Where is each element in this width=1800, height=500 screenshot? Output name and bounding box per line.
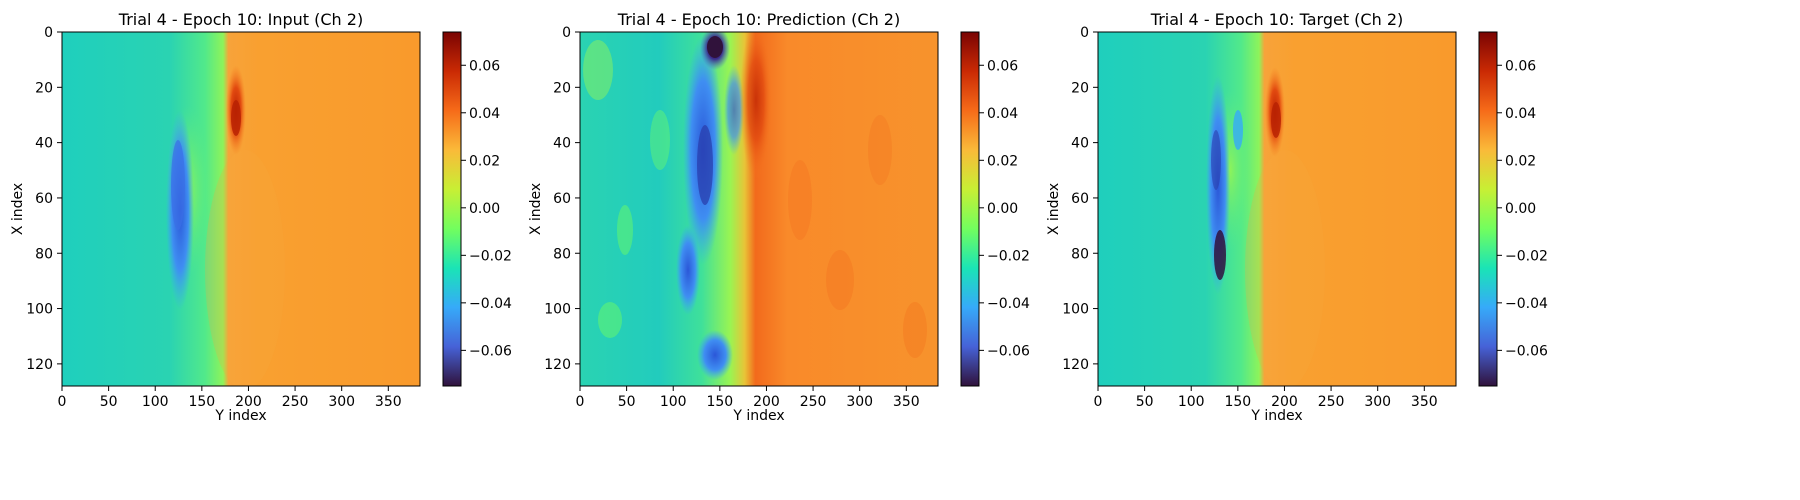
colorbar-ticks-target: 0.06 0.04 0.02 0.00 −0.02 −0.04 −0.06 (1497, 58, 1548, 359)
y-tick-label: 20 (35, 80, 53, 96)
y-axis-label-target: X index (1046, 183, 1062, 235)
y-tick-label: 0 (562, 25, 571, 41)
colorbar-tick-label: −0.04 (987, 296, 1030, 312)
colorbar-tick-label: −0.06 (469, 343, 512, 359)
colorbar-target (1478, 31, 1498, 387)
y-tick-label: 120 (544, 357, 571, 373)
x-tick-label: 200 (1271, 394, 1298, 410)
x-axis-label-prediction: Y index (732, 408, 784, 424)
colorbar-tick-label: 0.06 (469, 58, 500, 74)
y-axis-prediction: 0 20 40 60 80 100 120 (544, 25, 580, 373)
x-tick-label: 50 (1136, 394, 1154, 410)
y-axis-label-prediction: X index (528, 183, 544, 235)
x-tick-label: 350 (1411, 394, 1438, 410)
x-tick-label: 100 (142, 394, 169, 410)
x-tick-label: 250 (282, 394, 309, 410)
heatmap-image-prediction (580, 32, 938, 386)
axes-frame-prediction (579, 31, 939, 387)
axes-frame-target (1097, 31, 1457, 387)
panel-prediction: Trial 4 - Epoch 10: Prediction (Ch 2) 0 5… (528, 10, 1030, 424)
colorbar-tick-label: 0.02 (1505, 153, 1536, 169)
y-tick-label: 0 (1080, 25, 1089, 41)
x-tick-label: 200 (235, 394, 262, 410)
x-tick-label: 300 (846, 394, 873, 410)
y-tick-label: 100 (1062, 302, 1089, 318)
y-tick-label: 20 (553, 80, 571, 96)
colorbar-ticks-prediction: 0.06 0.04 0.02 0.00 −0.02 −0.04 −0.06 (979, 58, 1030, 359)
colorbar-tick-label: 0.04 (987, 106, 1018, 122)
colorbar-tick-label: −0.02 (987, 248, 1030, 264)
colorbar-tick-label: −0.04 (469, 296, 512, 312)
y-tick-label: 100 (26, 302, 53, 318)
y-tick-label: 60 (35, 191, 53, 207)
axes-frame-input (61, 31, 421, 387)
x-tick-label: 0 (58, 394, 67, 410)
colorbar-tick-label: 0.00 (987, 201, 1018, 217)
colorbar-tick-label: 0.02 (469, 153, 500, 169)
panel-input: Trial 4 - Epoch 10: Input (Ch 2) 0 50 100 1… (10, 10, 512, 424)
y-tick-label: 40 (1071, 136, 1089, 152)
y-tick-label: 60 (553, 191, 571, 207)
colorbar-tick-label: 0.06 (987, 58, 1018, 74)
colorbar-tick-label: −0.02 (469, 248, 512, 264)
x-tick-label: 150 (1224, 394, 1251, 410)
chart-title-input: Trial 4 - Epoch 10: Input (Ch 2) (118, 10, 363, 29)
colorbar-tick-label: 0.02 (987, 153, 1018, 169)
x-tick-label: 150 (706, 394, 733, 410)
colorbar-tick-label: 0.04 (469, 106, 500, 122)
y-tick-label: 100 (544, 302, 571, 318)
colorbar-ticks-input: 0.06 0.04 0.02 0.00 −0.02 −0.04 −0.06 (461, 58, 512, 359)
x-axis-prediction: 0 50 100 150 200 250 300 350 (576, 386, 920, 410)
x-tick-label: 200 (753, 394, 780, 410)
x-tick-label: 350 (375, 394, 402, 410)
heatmap-image-target (1098, 32, 1456, 386)
x-tick-label: 0 (1094, 394, 1103, 410)
x-tick-label: 300 (328, 394, 355, 410)
panel-target: Trial 4 - Epoch 10: Target (Ch 2) 0 50 100… (1046, 10, 1548, 424)
x-tick-label: 50 (618, 394, 636, 410)
x-axis-input: 0 50 100 150 200 250 300 350 (58, 386, 402, 410)
x-tick-label: 100 (660, 394, 687, 410)
y-tick-label: 20 (1071, 80, 1089, 96)
x-tick-label: 300 (1364, 394, 1391, 410)
y-tick-label: 80 (553, 246, 571, 262)
x-tick-label: 350 (893, 394, 920, 410)
y-tick-label: 0 (44, 25, 53, 41)
y-axis-label-input: X index (10, 183, 26, 235)
colorbar-tick-label: 0.00 (1505, 201, 1536, 217)
x-tick-label: 50 (100, 394, 118, 410)
colorbar-tick-label: 0.04 (1505, 106, 1536, 122)
y-axis-input: 0 20 40 60 80 100 120 (26, 25, 62, 373)
colorbar-tick-label: −0.04 (1505, 296, 1548, 312)
colorbar-tick-label: −0.06 (1505, 343, 1548, 359)
x-axis-label-input: Y index (214, 408, 266, 424)
colorbar-tick-label: 0.06 (1505, 58, 1536, 74)
y-axis-target: 0 20 40 60 80 100 120 (1062, 25, 1098, 373)
y-tick-label: 80 (1071, 246, 1089, 262)
x-axis-label-target: Y index (1250, 408, 1302, 424)
chart-title-target: Trial 4 - Epoch 10: Target (Ch 2) (1150, 10, 1403, 29)
y-tick-label: 80 (35, 246, 53, 262)
heatmap-image-input (62, 32, 420, 386)
colorbar-tick-label: 0.00 (469, 201, 500, 217)
y-tick-label: 60 (1071, 191, 1089, 207)
y-tick-label: 120 (26, 357, 53, 373)
x-axis-target: 0 50 100 150 200 250 300 350 (1094, 386, 1438, 410)
chart-title-prediction: Trial 4 - Epoch 10: Prediction (Ch 2) (617, 10, 900, 29)
colorbar-prediction (960, 31, 980, 387)
x-tick-label: 100 (1178, 394, 1205, 410)
y-tick-label: 40 (553, 136, 571, 152)
colorbar-tick-label: −0.02 (1505, 248, 1548, 264)
x-tick-label: 150 (188, 394, 215, 410)
y-tick-label: 40 (35, 136, 53, 152)
colorbar-tick-label: −0.06 (987, 343, 1030, 359)
colorbar-input (442, 31, 462, 387)
x-tick-label: 250 (1318, 394, 1345, 410)
x-tick-label: 0 (576, 394, 585, 410)
y-tick-label: 120 (1062, 357, 1089, 373)
x-tick-label: 250 (800, 394, 827, 410)
